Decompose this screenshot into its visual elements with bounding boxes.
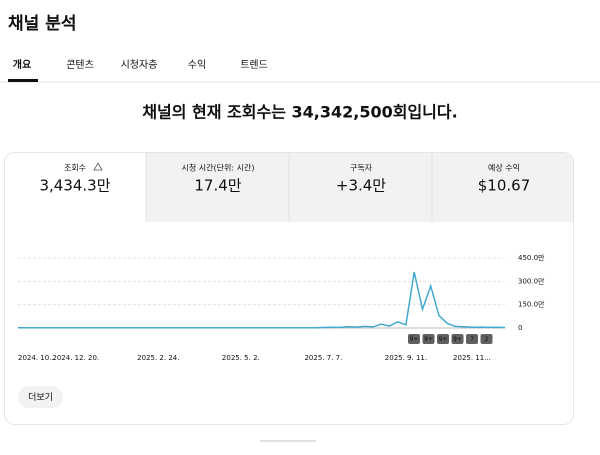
y-tick-label: 150.0만 [518,300,545,309]
metric-label: 구독자 [350,164,373,173]
badge-bg [408,334,420,344]
badge-bg [480,334,493,344]
headline: 채널의 현재 조회수는 34,342,500회입니다. [142,103,457,122]
tab[interactable]: 시청자층 [121,59,158,71]
scroll-indicator [260,440,316,442]
tab[interactable]: 콘텐츠 [66,59,94,71]
badge: 2 [485,336,489,343]
x-tick-label: 2025. 5. 2. [222,354,260,362]
metric-value: 17.4만 [194,177,241,195]
badge: 9+ [439,336,448,343]
badge-bg [437,334,449,344]
metric-label: 조회수 [64,164,86,173]
tab[interactable]: 수익 [188,59,206,71]
warning-icon [93,162,103,171]
tab[interactable]: 트렌드 [240,59,268,71]
y-tick-label: 0 [518,324,522,332]
page-title: 채널 분석 [8,14,76,34]
badge: 9+ [410,336,419,343]
badge: 9+ [453,336,462,343]
x-tick-label: 2025. 7. 7. [304,354,342,362]
x-tick-label: 2025. 9. 11. [385,354,427,362]
more-button-bg[interactable] [18,386,63,408]
metric-value: +3.4만 [336,177,386,195]
more-button[interactable]: 더보기 [28,392,53,403]
badge-bg [422,334,435,344]
x-tick-label: 2025. 11... [453,354,491,362]
badge: 9+ [424,336,433,343]
badge-bg [451,334,464,344]
badge: 7 [470,336,474,343]
y-tick-label: 300.0만 [518,276,545,285]
x-tick-label: 2024. 10... [18,354,56,362]
x-tick-label: 2024. 12. 20. [52,354,99,362]
y-tick-label: 450.0만 [518,253,545,262]
badge-bg [466,334,478,344]
data-line [18,271,506,329]
metric-bg [146,153,573,222]
metric-value: 3,434.3만 [39,177,110,195]
metric-label: 시청 시간(단위: 시간) [182,163,255,173]
metric-value: $10.67 [478,177,531,195]
metric-label: 예상 수익 [488,163,520,173]
tab[interactable]: 개요 [13,58,31,71]
tab-underline [8,79,38,82]
x-tick-label: 2025. 2. 24. [137,354,179,362]
